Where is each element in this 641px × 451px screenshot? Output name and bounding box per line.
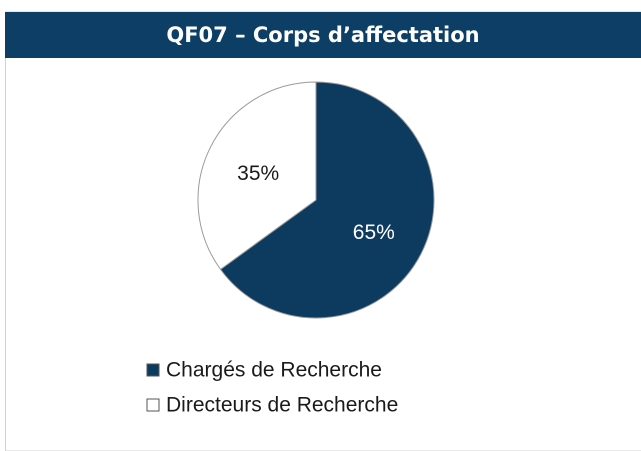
legend-label: Chargés de Recherche (166, 359, 382, 382)
data-label: 35% (237, 162, 279, 185)
chart-title: QF07 – Corps d’affectation (166, 23, 479, 47)
pie-slice (219, 81, 435, 319)
pie-slice (197, 81, 317, 271)
legend-swatch (146, 363, 160, 377)
data-label: 65% (353, 221, 395, 244)
legend-label: Directeurs de Recherche (166, 394, 398, 417)
header-bar (5, 12, 641, 58)
legend-swatch (146, 398, 160, 412)
